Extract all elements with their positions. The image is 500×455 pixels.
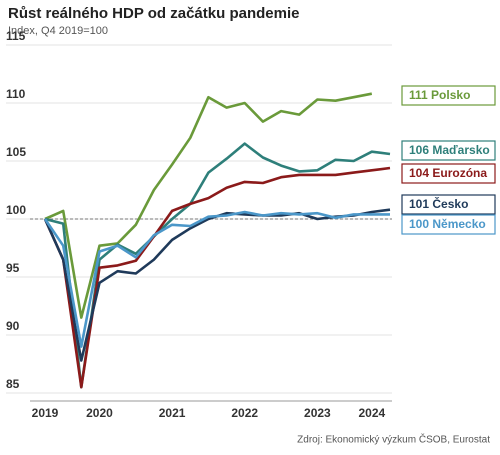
chart-title: Růst reálného HDP od začátku pandemie: [8, 5, 299, 22]
legend-entry: Německo: [432, 217, 485, 231]
y-tick-label: 95: [6, 261, 20, 275]
y-tick-label: 90: [6, 319, 20, 333]
source-note: Zdroj: Ekonomický výzkum ČSOB, Eurostat: [297, 433, 490, 446]
x-tick-label: 2023: [304, 406, 331, 420]
legend-entry: Maďarsko: [432, 143, 489, 157]
series-label: 101 Česko: [409, 196, 468, 211]
x-tick-label: 2020: [86, 406, 113, 420]
label-value: 100: [409, 217, 429, 231]
y-tick-label: 110: [6, 87, 26, 101]
label-value: 101: [409, 197, 429, 211]
y-tick-label: 115: [6, 29, 26, 43]
legend-entry: Česko: [432, 196, 468, 211]
label-box: [401, 85, 496, 106]
series-label: 106 Maďarsko: [409, 143, 490, 157]
x-tick-label: 2021: [159, 406, 186, 420]
y-tick-label: 105: [6, 145, 26, 159]
series-line: [43, 166, 391, 389]
series-label: 111 Polsko: [409, 88, 470, 102]
series-label: 104 Eurozóna: [409, 166, 487, 180]
y-tick-label: 85: [6, 377, 20, 391]
label-value: 106: [409, 143, 429, 157]
series-label: 100 Německo: [409, 217, 486, 231]
legend-entry: Eurozóna: [432, 166, 487, 180]
label-box: [401, 163, 496, 184]
legend-entry: Polsko: [431, 88, 470, 102]
label-box: [401, 140, 496, 161]
label-box: [401, 214, 496, 235]
series-line: [44, 92, 373, 319]
chart-subtitle: Index, Q4 2019=100: [8, 25, 108, 37]
label-value: 111: [409, 88, 428, 102]
label-box: [401, 194, 496, 215]
label-value: 104: [409, 166, 429, 180]
x-tick-label: 2024: [358, 406, 385, 420]
y-tick-label: 100: [6, 203, 26, 217]
x-tick-label: 2019: [32, 406, 59, 420]
series-line: [44, 142, 391, 389]
x-tick-label: 2022: [231, 406, 258, 420]
series-line: [43, 210, 390, 348]
